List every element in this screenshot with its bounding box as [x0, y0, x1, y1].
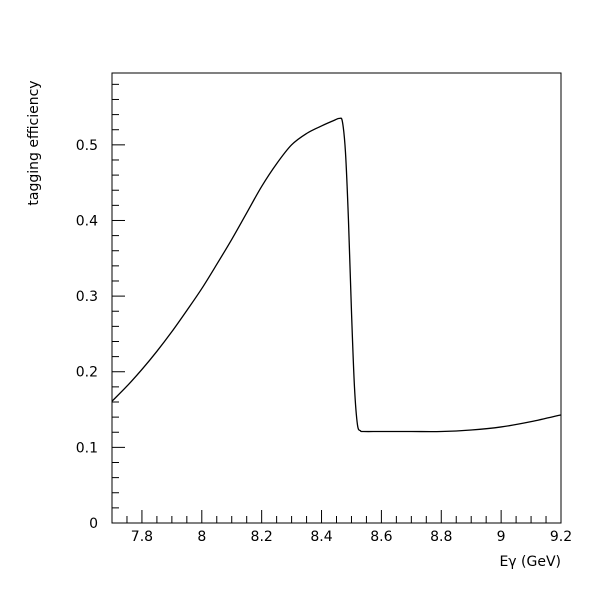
x-tick-label: 9.2 — [550, 529, 572, 545]
series-layer — [111, 117, 562, 433]
y-tick-label: 0 — [89, 516, 98, 532]
x-tick-label: 8 — [197, 529, 206, 545]
x-tick-label: 7.8 — [131, 529, 153, 545]
y-tick-label: 0.5 — [76, 138, 98, 154]
x-axis-label: Eγ (GeV) — [499, 554, 561, 570]
x-tick-label: 8.8 — [430, 529, 452, 545]
x-tick-label: 9 — [497, 529, 506, 545]
x-tick-label: 8.6 — [370, 529, 392, 545]
x-tick-label: 8.2 — [251, 529, 273, 545]
efficiency-curve — [111, 117, 562, 433]
y-tick-label: 0.4 — [76, 213, 98, 229]
x-axis-ticks — [111, 510, 562, 523]
y-tick-label: 0.2 — [76, 365, 98, 381]
y-axis-tick-labels: 0 0.1 0.2 0.3 0.4 0.5 — [76, 138, 98, 532]
y-axis-label: tagging efficiency — [26, 80, 42, 205]
plot-frame — [111, 72, 562, 524]
x-tick-label: 8.4 — [310, 529, 332, 545]
x-axis-tick-labels: 7.8 8 8.2 8.4 8.6 8.8 9 9.2 — [131, 529, 572, 545]
y-tick-label: 0.1 — [76, 440, 98, 456]
y-axis-ticks — [112, 83, 125, 524]
y-tick-label: 0.3 — [76, 289, 98, 305]
